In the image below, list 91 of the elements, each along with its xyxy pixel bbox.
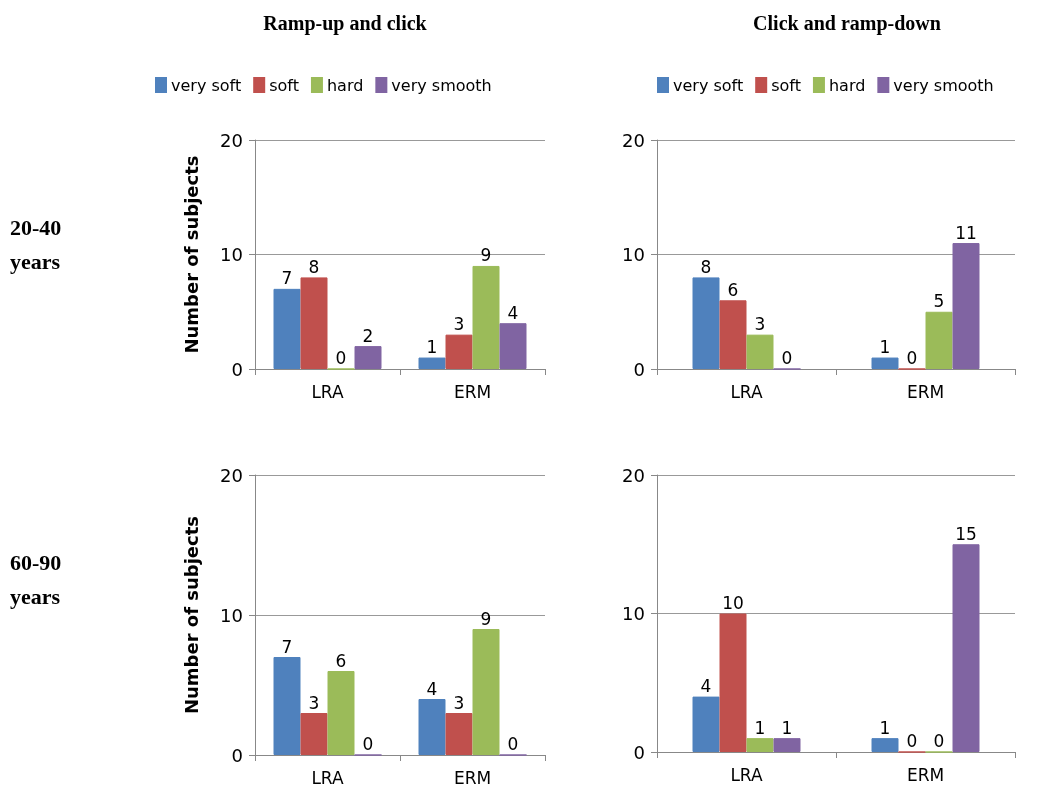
x-tick-label: LRA [311,381,344,402]
y-tick-label: 0 [633,741,645,763]
y-tick-label: 10 [622,244,645,265]
y-tick-label: 20 [220,464,243,486]
y-tick-label: 0 [231,358,243,380]
x-tick-label: LRA [730,381,763,402]
x-tick-label: ERM [453,767,492,788]
bar [273,657,301,755]
data-label: 6 [335,650,347,671]
y-tick-label: 10 [622,603,645,624]
data-label: 15 [955,523,977,544]
data-label: 9 [480,608,492,629]
y-axis-title: Number of subjects [180,515,202,715]
data-label: 0 [906,731,918,751]
data-label: 0 [933,731,945,751]
bar [773,738,801,752]
bar [418,699,446,755]
bar [871,357,899,369]
data-label: 4 [426,678,438,699]
bar [418,357,446,369]
data-label: 5 [933,291,945,312]
data-label: 1 [879,717,891,738]
bar [719,300,747,369]
bar [719,613,747,752]
data-label: 11 [955,222,977,243]
text: 20-40 years [10,214,62,274]
legend-label: soft [269,75,299,95]
data-label: 0 [335,348,347,368]
bar [925,311,953,369]
bar [472,629,500,755]
data-label: 4 [700,676,712,697]
data-label: 2 [362,325,374,346]
bar [692,696,720,752]
data-label: 0 [781,348,793,368]
bar [445,334,473,369]
x-tick-label: ERM [906,764,945,785]
y-tick-label: 20 [622,464,645,486]
legend-label: very soft [171,75,242,95]
data-label: 1 [781,717,793,738]
data-label: 3 [754,314,766,335]
bar [871,738,899,752]
text: 60-90 years [10,549,62,609]
data-label: 8 [308,256,320,277]
chart-title: Ramp-up and click [263,12,428,35]
legend-label: very soft [673,75,744,95]
bar [952,243,980,369]
y-axis-title: Number of subjects [180,155,202,354]
y-tick-label: 0 [633,358,645,380]
bar [746,738,774,752]
data-label: 4 [507,302,519,323]
y-tick-label: 10 [220,604,243,626]
legend-label: very smooth [893,75,994,95]
bar [692,277,720,369]
data-label: 9 [480,245,492,266]
bar [445,713,473,755]
bar [354,346,382,369]
x-tick-label: ERM [906,381,945,402]
legend-label: soft [771,75,801,95]
bar [499,323,527,369]
chart-title: Click and ramp-down [753,12,941,35]
legend-label: very smooth [391,75,492,95]
data-label: 8 [700,256,712,277]
data-label: 1 [879,337,891,358]
y-tick-label: 20 [220,129,243,151]
data-label: 3 [453,314,465,335]
legend-label: hard [326,75,364,95]
data-label: 3 [308,692,320,713]
bar [746,334,774,369]
bar [300,713,328,755]
x-tick-label: LRA [311,767,344,788]
bar [472,265,500,369]
bar [273,288,301,369]
bar [300,277,328,369]
y-tick-label: 10 [220,244,243,265]
y-tick-label: 20 [622,129,645,151]
data-label: 1 [426,337,438,358]
data-label: 1 [754,717,766,738]
data-label: 0 [906,348,918,368]
y-tick-label: 0 [231,744,243,766]
data-label: 7 [281,636,293,657]
data-label: 3 [453,692,465,713]
data-label: 0 [507,734,519,754]
legend-label: hard [828,75,866,95]
data-label: 0 [362,734,374,754]
data-label: 7 [281,268,293,289]
x-tick-label: LRA [730,764,763,785]
bar [952,544,980,752]
data-label: 10 [722,593,744,613]
x-tick-label: ERM [453,381,492,402]
bar [327,671,355,755]
data-label: 6 [727,279,739,300]
